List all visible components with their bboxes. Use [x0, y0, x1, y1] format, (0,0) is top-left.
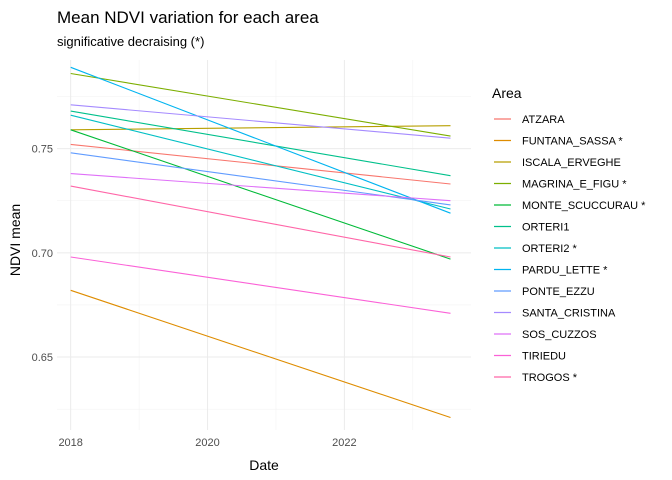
series-line-12 [70, 185, 451, 258]
legend-item: SOS_CUZZOS [494, 329, 597, 341]
y-tick-label: 0.65 [32, 352, 53, 364]
legend-label: PONTE_EZZU [522, 286, 595, 298]
legend-label: ATZARA [522, 114, 565, 126]
series-line-4 [70, 129, 451, 260]
y-tick-label: 0.70 [32, 248, 53, 260]
legend-label: MAGRINA_E_FIGU * [522, 179, 627, 191]
series-line-11 [70, 256, 451, 314]
legend-label: PARDU_LETTE * [522, 265, 608, 277]
legend-item: ISCALA_ERVEGHE [494, 157, 621, 169]
legend-label: ORTERI2 * [522, 243, 578, 255]
y-axis-title: NDVI mean [7, 204, 23, 276]
legend-item: ORTERI2 * [494, 243, 578, 255]
legend-item: TROGOS * [494, 372, 578, 384]
legend-item: MONTE_SCUCCURAU * [494, 200, 646, 212]
legend-label: SOS_CUZZOS [522, 329, 597, 341]
x-axis-title: Date [249, 457, 279, 473]
legend-item: ATZARA [494, 114, 565, 126]
series-line-7 [70, 66, 451, 214]
series-line-10 [70, 173, 451, 202]
chart-title: Mean NDVI variation for each area [57, 8, 319, 27]
legend-label: TROGOS * [522, 372, 578, 384]
legend-label: FUNTANA_SASSA * [522, 136, 623, 148]
y-tick-label: 0.75 [32, 144, 53, 156]
series-line-9 [70, 104, 451, 139]
legend: Area ATZARA FUNTANA_SASSA * ISCALA_ERVEGHE… [492, 85, 646, 384]
chart-subtitle: significative decraising (*) [57, 34, 204, 49]
legend-item: FUNTANA_SASSA * [494, 136, 623, 148]
series-line-6 [70, 114, 451, 210]
series-line-5 [70, 110, 451, 177]
legend-item: MAGRINA_E_FIGU * [494, 179, 627, 191]
legend-item: ORTERI1 [494, 222, 569, 234]
legend-items: ATZARA FUNTANA_SASSA * ISCALA_ERVEGHE MAGRI… [494, 114, 646, 384]
y-axis-ticks: 0.65 0.70 0.75 [32, 144, 53, 364]
legend-label: ISCALA_ERVEGHE [522, 157, 621, 169]
legend-label: SANTA_CRISTINA [522, 308, 616, 320]
legend-label: TIRIEDU [522, 351, 566, 363]
legend-item: TIRIEDU [494, 351, 566, 363]
series-line-1 [70, 289, 451, 419]
series-line-3 [70, 72, 451, 137]
x-axis-ticks: 2018 2020 2022 [58, 437, 356, 449]
legend-label: MONTE_SCUCCURAU * [522, 200, 646, 212]
legend-title: Area [492, 85, 522, 101]
x-tick-label: 2018 [58, 437, 82, 449]
x-tick-label: 2022 [332, 437, 356, 449]
legend-item: PARDU_LETTE * [494, 265, 608, 277]
legend-item: SANTA_CRISTINA [494, 308, 616, 320]
x-tick-label: 2020 [195, 437, 219, 449]
grid [57, 60, 471, 430]
legend-item: PONTE_EZZU [494, 286, 595, 298]
legend-label: ORTERI1 [522, 222, 569, 234]
series-line-2 [70, 125, 451, 131]
series-lines [70, 66, 451, 419]
